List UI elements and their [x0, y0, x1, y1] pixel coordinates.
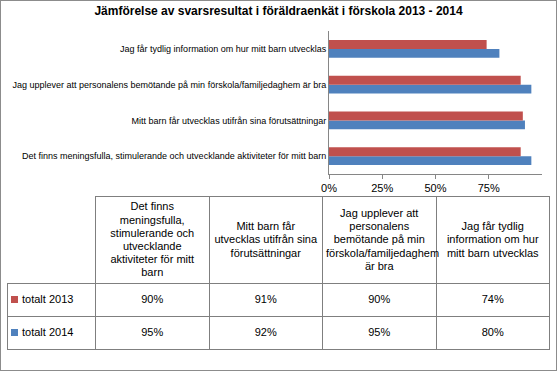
svg-text:25%: 25%	[371, 182, 393, 194]
html-text:Mitt barn får utvecklas utifrå: Mitt barn får utvecklas utifrån sina för…	[214, 220, 318, 259]
html-text:80%: 80%	[481, 326, 504, 339]
svg-text:Jag får tydlig information om: Jag får tydlig information om hur mitt b…	[120, 44, 327, 54]
svg-text:75%: 75%	[478, 182, 500, 194]
html-text:Det finns meningsfulla, stimul: Det finns meningsfulla, stimulerande och…	[110, 200, 195, 279]
svg-text:Det finns meningsfulla, stimul: Det finns meningsfulla, stimulerande och…	[22, 151, 326, 161]
html-text:90%: 90%	[368, 293, 391, 306]
svg-text:Jag upplever att personalens b: Jag upplever att personalens bemötande p…	[13, 80, 327, 90]
html-text:92%: 92%	[254, 326, 277, 339]
svg-text:Jämförelse av svarsresultat i: Jämförelse av svarsresultat i föräldraen…	[94, 4, 463, 18]
html-text:95%: 95%	[368, 326, 391, 339]
html-text:95%: 95%	[141, 326, 164, 339]
svg-text:50%: 50%	[424, 182, 446, 194]
svg-text:0%: 0%	[321, 182, 337, 194]
html-text:90%: 90%	[141, 293, 164, 306]
html-text:91%: 91%	[254, 293, 277, 306]
html-text:totalt 2013: totalt 2013	[22, 293, 74, 306]
html-text:Jag upplever att personalens b: Jag upplever att personalens bemötande p…	[326, 207, 440, 272]
html-text:totalt 2014: totalt 2014	[22, 326, 74, 339]
html-text:74%: 74%	[481, 293, 504, 306]
html-text:Jag får tydlig information om: Jag får tydlig information om hur mitt b…	[446, 220, 539, 259]
svg-text:Mitt barn får utvecklas utifrå: Mitt barn får utvecklas utifrån sina för…	[132, 116, 327, 126]
